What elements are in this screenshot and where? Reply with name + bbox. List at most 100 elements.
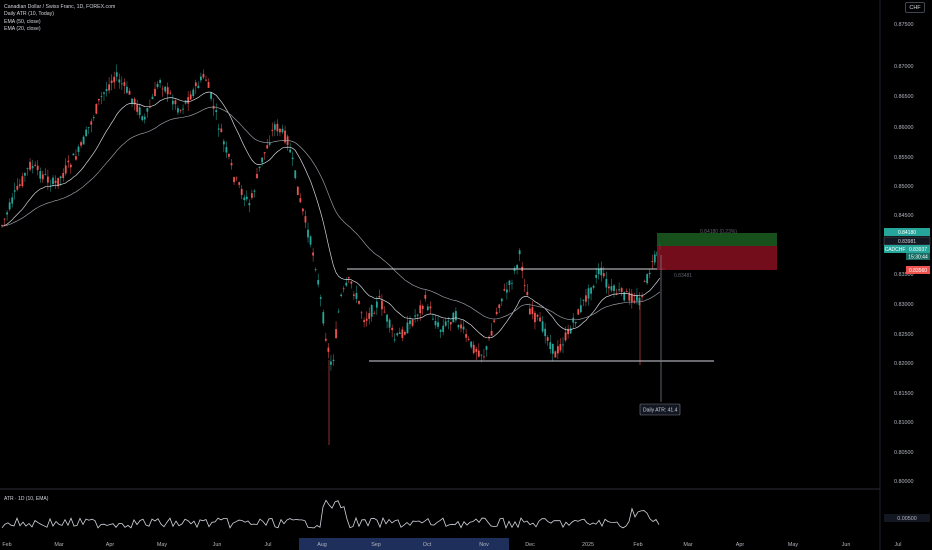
loss-zone[interactable] <box>657 246 777 270</box>
time-axis-label: Oct <box>423 542 432 548</box>
candle-body <box>391 327 394 331</box>
candle-body <box>26 168 29 170</box>
candle-body <box>508 280 511 285</box>
candle-body <box>187 97 190 104</box>
candle-body <box>161 88 164 90</box>
candle-body <box>11 197 14 204</box>
candle-body <box>587 288 590 299</box>
candle-body <box>230 163 233 166</box>
candle-body <box>452 312 455 323</box>
candle-body <box>350 281 353 284</box>
candle-body <box>378 295 381 298</box>
candle-body <box>330 361 332 365</box>
candle-body <box>82 136 85 145</box>
candle-body <box>383 311 386 313</box>
candle-body <box>447 320 450 322</box>
time-axis-label: Jun <box>213 542 222 548</box>
candle-body <box>572 317 575 323</box>
atr-indicator-label[interactable]: Daily ATR (10, Today) <box>4 11 54 18</box>
price-axis-label: 0.84500 <box>894 213 914 219</box>
current-price-text: 0.83981 <box>898 239 916 245</box>
atr-label: Daily ATR: 41.4 <box>643 408 678 414</box>
candle-body <box>8 202 11 210</box>
candle-body <box>291 157 294 160</box>
candle-body <box>457 324 460 328</box>
candle-body <box>238 182 241 185</box>
time-axis-label: Dec <box>525 542 535 548</box>
time-axis[interactable]: Feb Mar Apr May Jun Jul Aug Sep Oct Nov Dec 2025 Feb… <box>2 542 901 548</box>
candle-body <box>261 157 263 163</box>
countdown-tag <box>906 253 930 260</box>
candle-body <box>442 325 445 332</box>
candle-body <box>3 218 6 220</box>
candle-body <box>444 321 447 326</box>
candle-body <box>610 286 613 291</box>
candle-body <box>222 141 225 145</box>
candle-body <box>245 196 248 200</box>
currency-button[interactable]: CHF <box>905 2 925 13</box>
candle-body <box>574 322 577 324</box>
candle-body <box>179 109 182 111</box>
candle-body <box>113 76 116 83</box>
candle-body <box>118 79 121 83</box>
candle-body <box>64 165 67 174</box>
candle-body <box>95 104 98 114</box>
candle-body <box>54 180 57 183</box>
candle-body <box>131 98 133 104</box>
time-axis-label: Jun <box>842 542 851 548</box>
candle-body <box>41 174 44 180</box>
candle-body <box>324 338 327 341</box>
candle-body <box>582 299 585 301</box>
candle-body <box>345 282 348 286</box>
profit-zone[interactable] <box>657 233 777 246</box>
candle-body <box>590 287 592 294</box>
symbol-title[interactable]: Canadian Dollar / Swiss Franc, 1D, FOREX… <box>4 4 116 10</box>
candle-body <box>569 328 572 334</box>
candle-body <box>396 333 399 336</box>
target-price-text: 0.84180 <box>898 230 916 236</box>
price-axis-label: 0.86000 <box>894 125 914 131</box>
candle-body <box>258 166 261 168</box>
candle-body <box>159 80 161 83</box>
candle-body <box>485 346 488 350</box>
candle-body <box>618 289 620 291</box>
candle-body <box>146 108 149 112</box>
candle-body <box>375 301 378 308</box>
candle-body <box>105 89 108 92</box>
candle-body <box>534 312 536 323</box>
candle-body <box>523 285 526 287</box>
candle-body <box>429 306 432 309</box>
candle-body <box>52 177 54 185</box>
time-axis-label: Feb <box>633 542 642 548</box>
candle-body <box>398 332 401 334</box>
candle-body <box>516 264 518 269</box>
price-axis-label: 0.85000 <box>894 184 914 190</box>
candle-body <box>128 90 131 95</box>
candle-body <box>248 203 251 206</box>
candle-body <box>467 339 470 340</box>
candle-body <box>597 269 600 275</box>
symbol-tag <box>884 245 906 253</box>
candle-body <box>424 294 427 299</box>
candle-body <box>500 298 503 302</box>
candle-body <box>541 321 544 332</box>
candle-body <box>388 319 391 328</box>
last-price-tag <box>906 245 930 253</box>
candle-body <box>29 161 31 170</box>
candle-body <box>24 173 26 176</box>
candle-body <box>69 164 72 168</box>
candle-body <box>266 145 269 149</box>
candle-body <box>595 274 598 278</box>
ema-50-label[interactable]: EMA (50, close) <box>4 18 41 25</box>
price-axis[interactable]: 0.87500 0.87000 0.86500 0.86000 0.85500 0.850… <box>894 22 914 485</box>
ema-20-line <box>1 91 661 339</box>
candle-body <box>136 104 139 112</box>
candle-body <box>225 147 228 153</box>
candle-body <box>393 339 396 341</box>
candle-body <box>273 124 276 130</box>
atr-pane-title[interactable]: ATR · 1D (10, EMA) <box>4 496 49 502</box>
candle-body <box>365 318 368 321</box>
ema-20-label[interactable]: EMA (20, close) <box>4 26 41 33</box>
stop-price-tag <box>906 266 930 274</box>
